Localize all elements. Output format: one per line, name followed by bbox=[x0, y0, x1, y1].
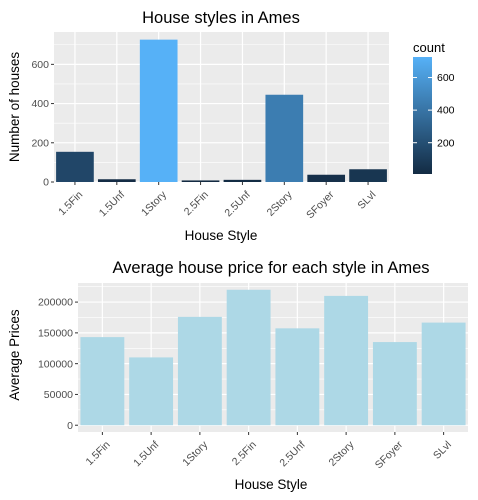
x-tick-label: 2Story bbox=[265, 188, 295, 218]
x-tick-label: 1Story bbox=[139, 188, 169, 218]
bar-1-5fin bbox=[80, 337, 125, 426]
chart2-y-axis-title: Average Prices bbox=[7, 309, 22, 401]
x-tick-label: 2.5Unf bbox=[277, 439, 307, 469]
x-tick-label: SLvl bbox=[431, 439, 454, 462]
x-tick-label: 1Story bbox=[180, 438, 210, 468]
bar-sfoyer bbox=[372, 342, 417, 426]
chart1-x-ticks: 1.5Fin 1.5Unf 1Story 2.5Fin 2.5Unf 2Story SFoy… bbox=[56, 182, 378, 221]
legend-tick-label: 600 bbox=[437, 72, 455, 84]
y-tick-label: 200000 bbox=[38, 297, 73, 309]
chart1-title: House styles in Ames bbox=[142, 9, 300, 27]
bar-1-5fin bbox=[56, 151, 94, 182]
x-tick-label: 2.5Fin bbox=[230, 439, 259, 468]
chart1-x-axis-title: House Style bbox=[185, 228, 258, 243]
y-tick-label: 400 bbox=[31, 98, 49, 110]
bar-1-5unf bbox=[129, 357, 174, 426]
y-tick-label: 50000 bbox=[44, 389, 73, 401]
bar-2story bbox=[324, 295, 369, 426]
chart1-bars bbox=[56, 39, 387, 182]
chart1-y-ticks: 0 200 400 600 bbox=[31, 59, 54, 189]
x-tick-label: SFoyer bbox=[304, 188, 337, 221]
legend-tick-label: 400 bbox=[437, 105, 455, 117]
bar-slvl bbox=[349, 169, 387, 182]
average-price-chart: Average house price for each style in Am… bbox=[7, 259, 468, 492]
bar-1story bbox=[177, 316, 222, 426]
bar-2-5unf bbox=[275, 328, 320, 426]
chart1-panel bbox=[54, 32, 389, 182]
bar-1story bbox=[139, 39, 178, 182]
bar-2story bbox=[265, 94, 304, 182]
x-tick-label: 2Story bbox=[326, 438, 356, 468]
x-tick-label: 1.5Fin bbox=[84, 439, 113, 468]
legend-title: count bbox=[413, 40, 445, 55]
x-tick-label: 1.5Unf bbox=[131, 439, 161, 469]
bar-sfoyer bbox=[307, 174, 346, 182]
legend-ticks: 200 400 600 bbox=[413, 72, 455, 149]
chart2-title: Average house price for each style in Am… bbox=[112, 259, 429, 277]
bar-2-5fin bbox=[181, 180, 220, 182]
x-tick-label: SFoyer bbox=[373, 438, 406, 471]
bar-2-5fin bbox=[226, 289, 271, 426]
legend-tick-label: 200 bbox=[437, 137, 455, 149]
y-tick-label: 200 bbox=[31, 137, 49, 149]
x-tick-label: 1.5Unf bbox=[97, 189, 127, 219]
bar-slvl bbox=[421, 322, 466, 426]
y-tick-label: 150000 bbox=[38, 327, 73, 339]
x-tick-label: 2.5Unf bbox=[222, 189, 252, 219]
chart2-x-ticks: 1.5Fin 1.5Unf 1Story 2.5Fin 2.5Unf 2Story SFoy… bbox=[84, 432, 454, 471]
legend-colorbar bbox=[413, 57, 432, 174]
y-tick-label: 0 bbox=[43, 177, 49, 189]
x-tick-label: SLvl bbox=[355, 189, 378, 212]
y-tick-label: 600 bbox=[31, 59, 49, 71]
chart2-y-ticks: 0 50000 100000 150000 200000 bbox=[38, 297, 78, 432]
y-tick-label: 100000 bbox=[38, 358, 73, 370]
count-legend: count 200 400 600 bbox=[413, 40, 455, 174]
bar-1-5unf bbox=[97, 179, 136, 182]
chart2-x-axis-title: House Style bbox=[235, 477, 308, 492]
x-tick-label: 1.5Fin bbox=[56, 189, 85, 218]
bar-2-5unf bbox=[223, 179, 262, 182]
chart2-bars bbox=[80, 289, 466, 426]
chart1-y-axis-title: Number of houses bbox=[7, 52, 22, 163]
y-tick-label: 0 bbox=[67, 420, 73, 432]
x-tick-label: 2.5Fin bbox=[182, 189, 211, 218]
